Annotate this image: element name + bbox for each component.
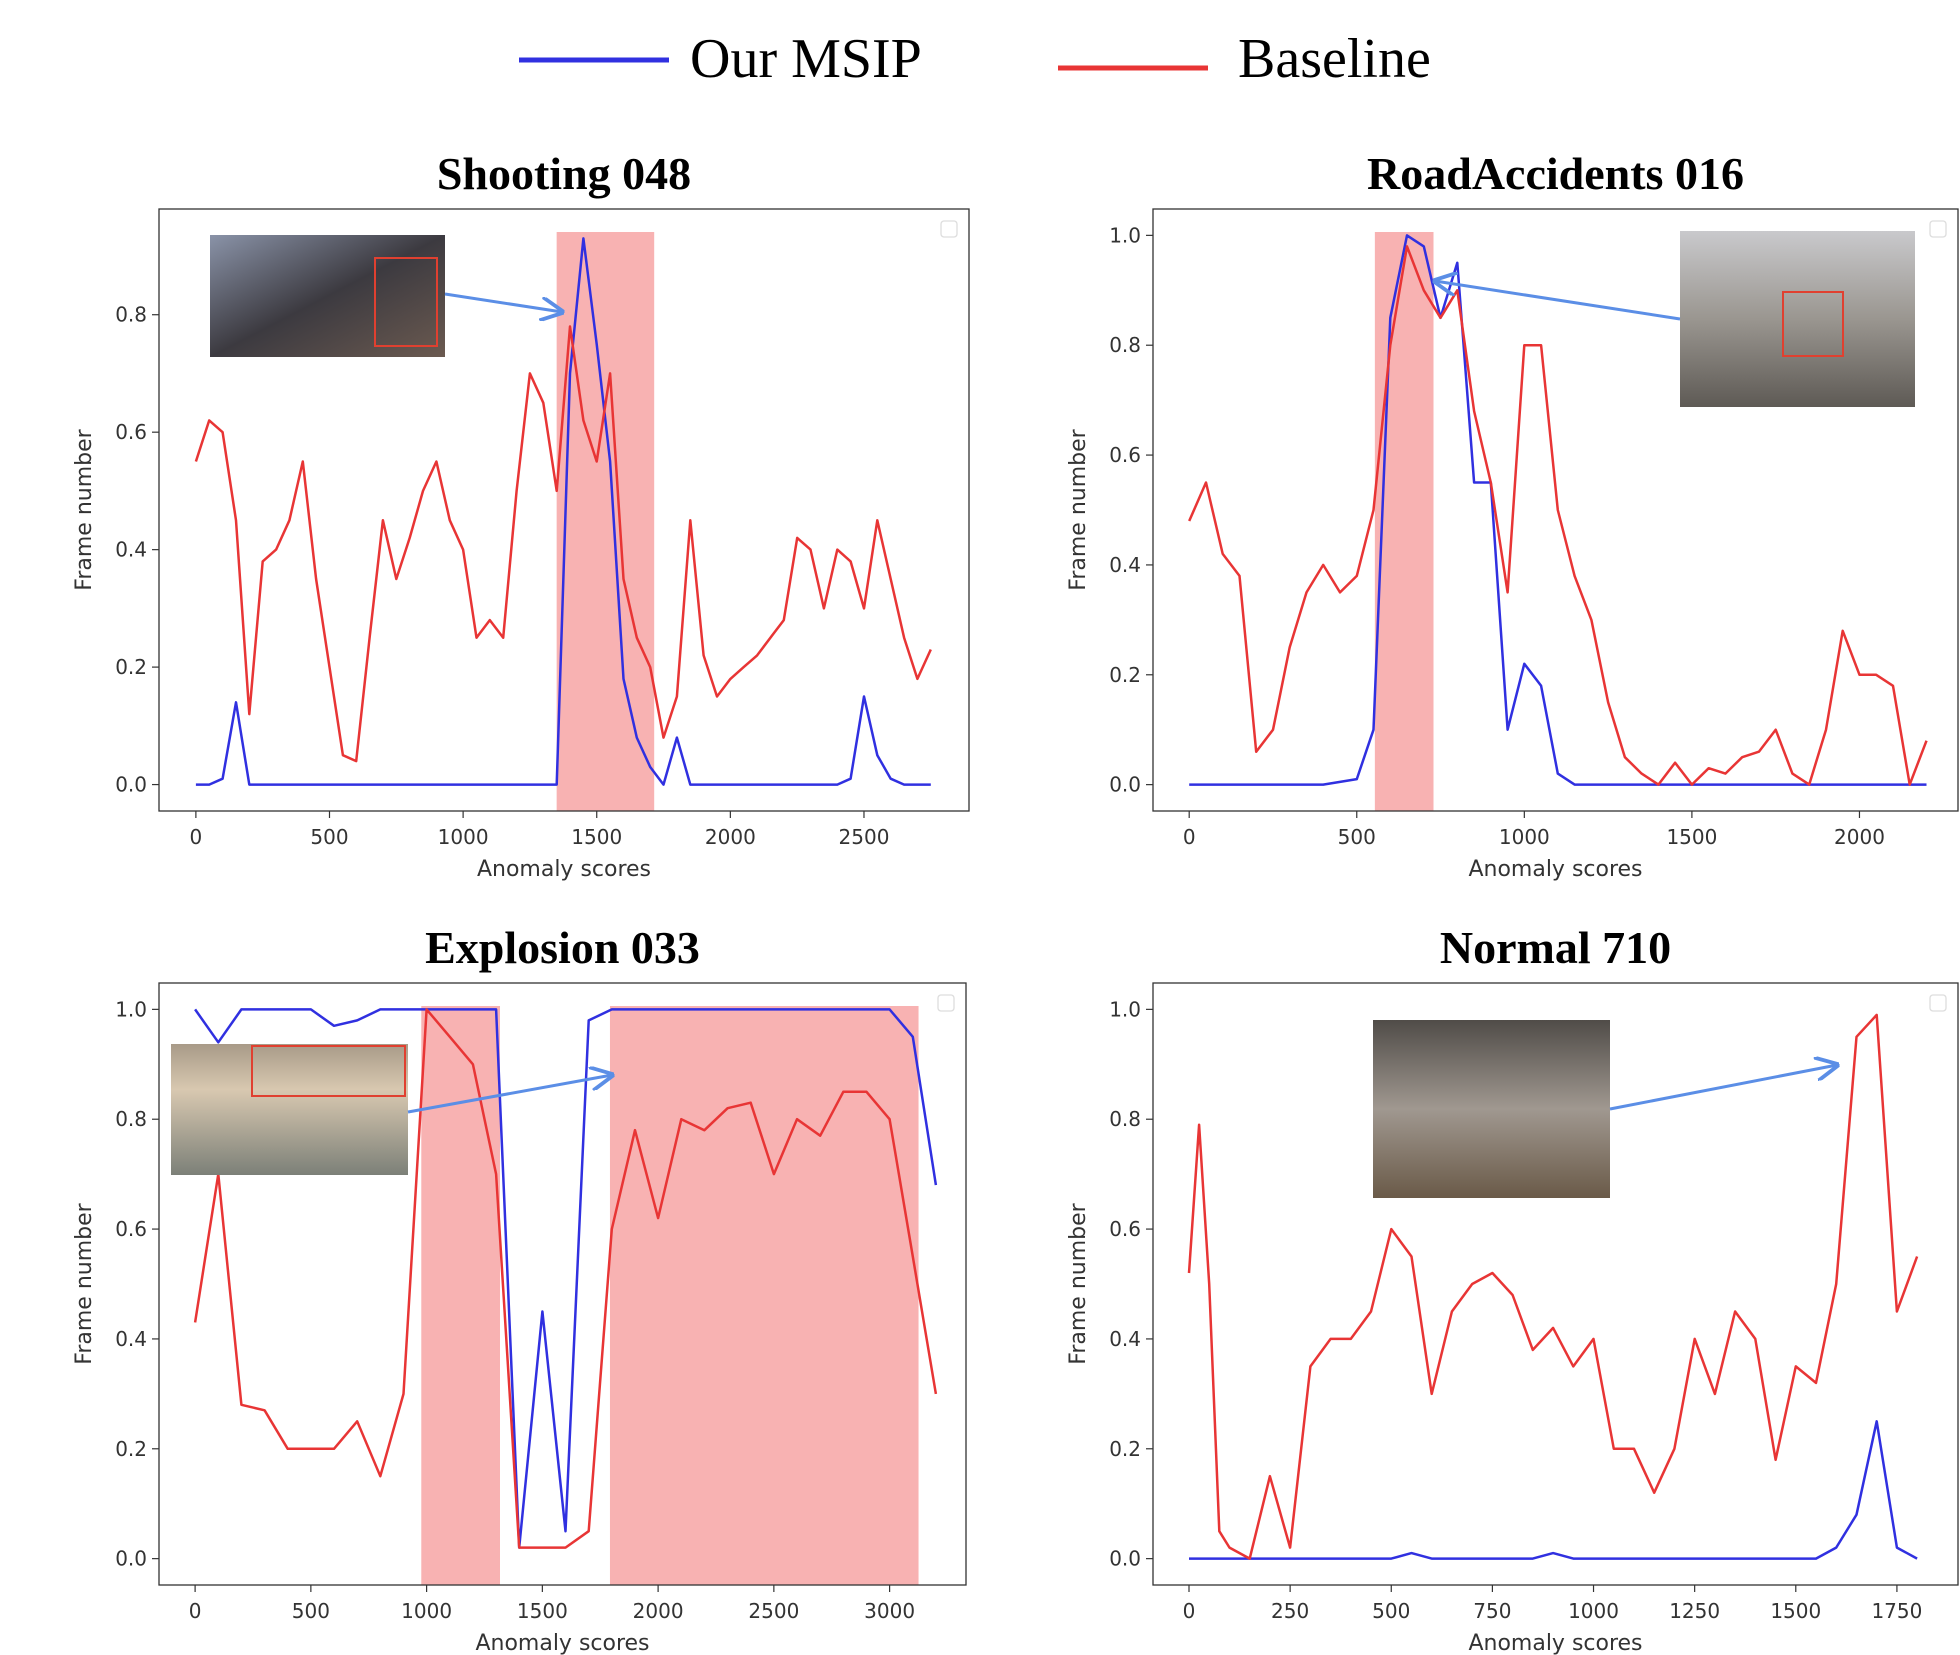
y-tick-label: 0.4 <box>115 538 147 562</box>
x-tick-label: 0 <box>1183 1599 1196 1623</box>
subplot: Shooting 048 0.0 0.2 0.4 0.6 0.8 0 500 1000 1500 2… <box>72 148 969 882</box>
x-axis-label: Anomaly scores <box>1468 1631 1642 1655</box>
y-tick-label: 0.0 <box>1109 1547 1141 1571</box>
y-tick-label: 1.0 <box>1109 223 1141 247</box>
subplot-title: Shooting 048 <box>437 148 691 199</box>
y-tick-label: 0.2 <box>1109 663 1141 687</box>
x-tick-label: 0 <box>190 825 203 849</box>
x-axis-label: Anomaly scores <box>475 1631 649 1655</box>
x-tick-label: 0 <box>1183 825 1196 849</box>
y-tick-label: 0.0 <box>115 1547 147 1571</box>
x-tick-label: 750 <box>1473 1599 1511 1623</box>
y-tick-label: 0.6 <box>1109 1217 1141 1241</box>
empty-legend <box>941 221 957 237</box>
x-tick-label: 1500 <box>517 1599 568 1623</box>
anomaly-region <box>421 1006 500 1585</box>
x-tick-label: 1000 <box>401 1599 452 1623</box>
x-tick-label: 0 <box>189 1599 202 1623</box>
y-tick-label: 0.6 <box>1109 443 1141 467</box>
y-tick-label: 0.8 <box>1109 1107 1141 1131</box>
y-axis-label: Frame number <box>72 428 97 590</box>
y-tick-label: 0.4 <box>1109 553 1141 577</box>
x-tick-label: 500 <box>292 1599 330 1623</box>
y-axis-label: Frame number <box>1066 1202 1091 1364</box>
y-tick-label: 1.0 <box>115 997 147 1021</box>
thumbnail <box>1373 1020 1610 1198</box>
x-tick-label: 500 <box>1372 1599 1410 1623</box>
x-tick-label: 2000 <box>633 1599 684 1623</box>
x-tick-label: 1500 <box>571 825 622 849</box>
anomaly-region <box>557 232 655 811</box>
x-tick-label: 250 <box>1271 1599 1309 1623</box>
x-tick-label: 1000 <box>1499 825 1550 849</box>
subplot-title: RoadAccidents 016 <box>1367 148 1744 199</box>
legend-label: Baseline <box>1238 28 1431 90</box>
y-tick-label: 1.0 <box>1109 997 1141 1021</box>
x-tick-label: 3000 <box>864 1599 915 1623</box>
arrow <box>1435 281 1680 319</box>
thumbnail <box>171 1044 408 1175</box>
x-axis-label: Anomaly scores <box>477 857 651 882</box>
y-tick-label: 0.0 <box>1109 773 1141 797</box>
anomaly-region <box>1375 232 1434 811</box>
y-tick-label: 0.6 <box>115 420 147 444</box>
y-tick-label: 0.8 <box>115 1107 147 1131</box>
x-tick-label: 2500 <box>748 1599 799 1623</box>
x-tick-label: 500 <box>1338 825 1376 849</box>
x-tick-label: 2000 <box>1834 825 1885 849</box>
x-axis-label: Anomaly scores <box>1468 857 1642 882</box>
x-tick-label: 2000 <box>705 825 756 849</box>
x-tick-label: 1750 <box>1871 1599 1922 1623</box>
arrow <box>445 294 562 312</box>
y-tick-label: 0.8 <box>115 303 147 327</box>
x-tick-label: 1500 <box>1770 1599 1821 1623</box>
plots: Shooting 048 0.0 0.2 0.4 0.6 0.8 0 500 1000 1500 2… <box>72 148 1958 1655</box>
y-tick-label: 0.2 <box>1109 1437 1141 1461</box>
x-tick-label: 1000 <box>1568 1599 1619 1623</box>
subplot-title: Normal 710 <box>1440 922 1671 973</box>
x-tick-label: 1000 <box>438 825 489 849</box>
y-tick-label: 0.8 <box>1109 333 1141 357</box>
figure: Our MSIP Baseline Shooting 048 0.0 0.2 0.4 0… <box>0 0 1960 1655</box>
y-axis-label: Frame number <box>1066 428 1091 590</box>
empty-legend <box>1930 995 1946 1011</box>
thumbnail <box>210 235 445 357</box>
series-line <box>1189 1421 1917 1558</box>
empty-legend <box>938 995 954 1011</box>
x-tick-label: 1500 <box>1666 825 1717 849</box>
x-tick-label: 1250 <box>1669 1599 1720 1623</box>
x-tick-label: 500 <box>310 825 348 849</box>
y-tick-label: 0.6 <box>115 1217 147 1241</box>
thumbnail <box>1680 231 1915 407</box>
y-tick-label: 0.4 <box>115 1327 147 1351</box>
arrow <box>1610 1065 1837 1109</box>
y-tick-label: 0.2 <box>115 1437 147 1461</box>
anomaly-region <box>610 1006 919 1585</box>
y-tick-label: 0.0 <box>115 773 147 797</box>
legend-label: Our MSIP <box>690 28 922 90</box>
y-tick-label: 0.4 <box>1109 1327 1141 1351</box>
x-tick-label: 2500 <box>839 825 890 849</box>
y-tick-label: 0.2 <box>115 655 147 679</box>
subplot-title: Explosion 033 <box>425 922 700 973</box>
y-axis-label: Frame number <box>72 1202 97 1364</box>
subplot: Explosion 033 0.0 0.2 0.4 0.6 0.8 1.0 0 500 1000 1… <box>72 922 966 1655</box>
empty-legend <box>1930 221 1946 237</box>
